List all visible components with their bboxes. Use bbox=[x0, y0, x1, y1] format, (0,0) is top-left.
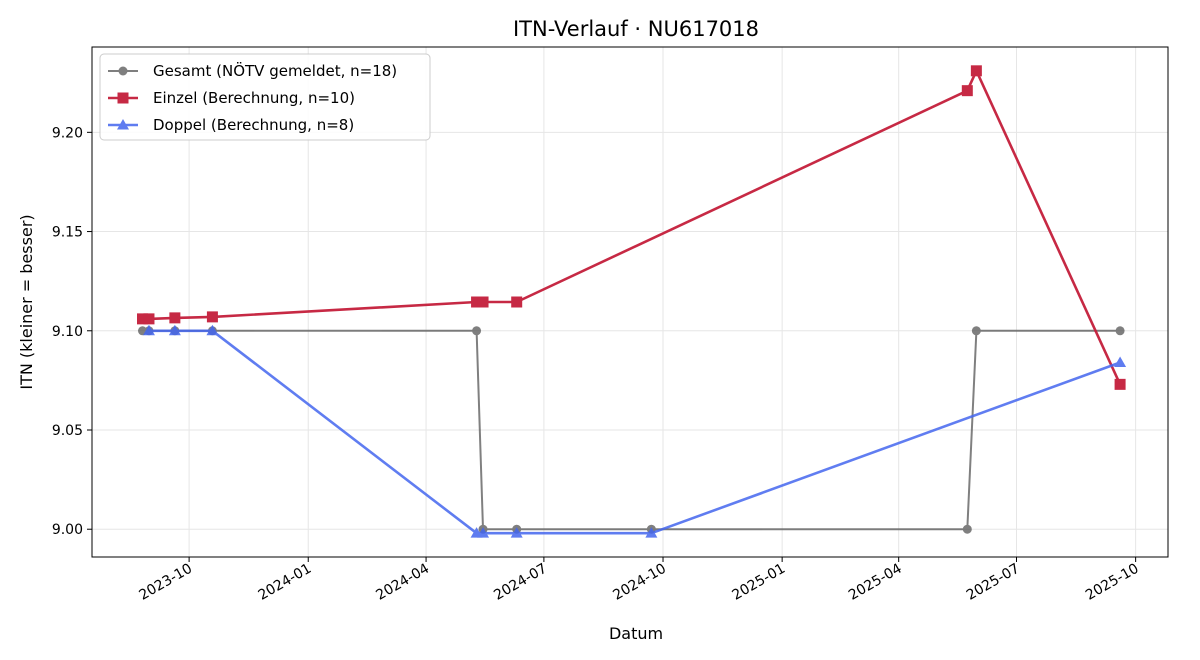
data-point-square bbox=[961, 85, 973, 97]
legend-entry bbox=[108, 92, 138, 104]
data-point-triangle bbox=[168, 324, 181, 336]
x-tick-label: 2024-04 bbox=[373, 561, 432, 604]
legend-box bbox=[99, 53, 431, 141]
x-tick-label: 2024-07 bbox=[491, 561, 550, 604]
data-point-triangle bbox=[510, 527, 523, 538]
series-1 bbox=[136, 65, 1126, 390]
data-point-circle bbox=[962, 524, 972, 534]
data-point-square bbox=[477, 296, 489, 308]
data-point-square bbox=[471, 296, 483, 308]
legend-marker bbox=[117, 119, 129, 130]
data-point-square bbox=[136, 313, 148, 325]
legend-label: Doppel (Berechnung, n=8) bbox=[153, 116, 354, 134]
chart-title: ITN-Verlauf · NU617018 bbox=[513, 17, 759, 41]
y-tick-label: 9.15 bbox=[52, 225, 83, 241]
series-2 bbox=[142, 324, 1127, 538]
x-tick-label: 2024-10 bbox=[610, 561, 669, 604]
y-axis-ticks: 9.00 9.05 9.10 9.15 9.20 bbox=[52, 125, 92, 538]
y-tick-label: 9.20 bbox=[52, 125, 83, 141]
data-point-square bbox=[1114, 378, 1126, 390]
data-point-square bbox=[511, 296, 523, 308]
x-tick-label: 2025-04 bbox=[846, 561, 905, 604]
y-tick-label: 9.05 bbox=[52, 423, 83, 439]
data-point-circle bbox=[1115, 326, 1125, 336]
legend-marker bbox=[118, 66, 128, 76]
data-point-square bbox=[206, 311, 218, 323]
data-point-triangle bbox=[206, 324, 219, 336]
series-layer bbox=[136, 65, 1127, 538]
data-point-circle bbox=[472, 326, 482, 336]
x-axis-ticks: 2023-10 2024-01 2024-04 2024-07 2024-10 2025-… bbox=[136, 557, 1142, 604]
x-tick-label: 2025-01 bbox=[729, 561, 788, 604]
data-point-circle bbox=[971, 326, 981, 336]
y-tick-label: 9.00 bbox=[52, 522, 83, 538]
x-tick-label: 2024-01 bbox=[256, 561, 315, 604]
legend-entry bbox=[108, 119, 138, 130]
data-point-triangle bbox=[142, 324, 155, 336]
data-point-square bbox=[143, 313, 155, 325]
data-point-square bbox=[169, 312, 181, 324]
x-tick-label: 2023-10 bbox=[136, 561, 195, 604]
y-tick-label: 9.10 bbox=[52, 324, 83, 340]
x-tick-label: 2025-07 bbox=[964, 561, 1023, 604]
data-point-triangle bbox=[477, 527, 490, 538]
plot-frame bbox=[91, 46, 1169, 558]
data-point-square bbox=[970, 65, 982, 77]
data-point-triangle bbox=[1114, 356, 1127, 368]
y-axis-label: ITN (kleiner = besser) bbox=[17, 214, 36, 389]
legend: Gesamt (NÖTV gemeldet, n=18) Einzel (Bere… bbox=[99, 53, 431, 141]
data-point-triangle bbox=[645, 527, 658, 538]
x-tick-label: 2025-10 bbox=[1083, 561, 1142, 604]
x-axis-label: Datum bbox=[609, 624, 663, 643]
legend-marker bbox=[117, 92, 129, 104]
legend-label: Gesamt (NÖTV gemeldet, n=18) bbox=[153, 61, 397, 80]
legend-label: Einzel (Berechnung, n=10) bbox=[153, 89, 355, 107]
legend-entry bbox=[108, 66, 138, 76]
